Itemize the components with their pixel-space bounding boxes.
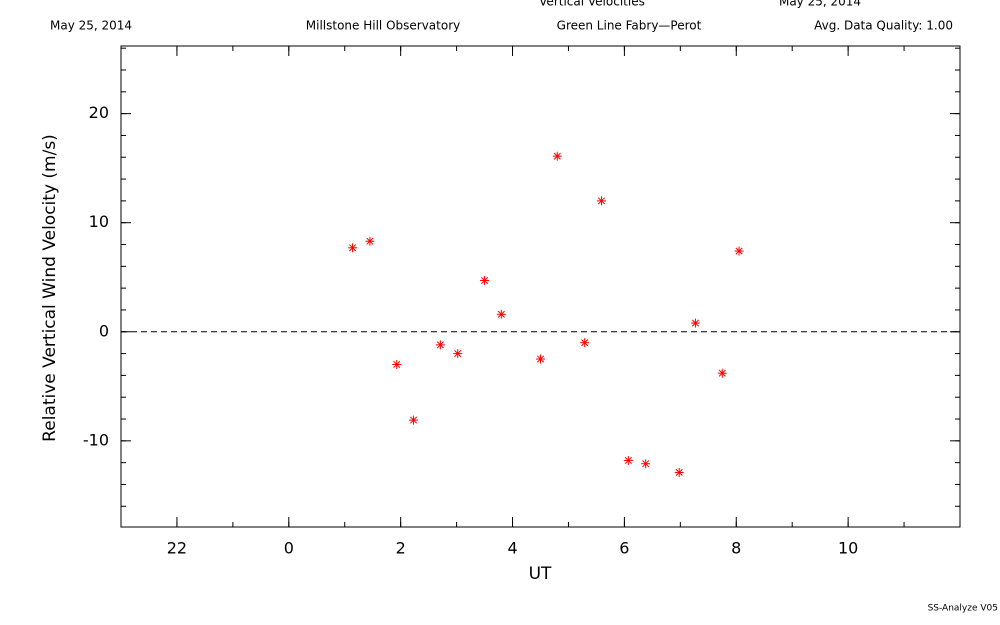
- x-tick-label: 8: [731, 539, 741, 558]
- marker-stroke: [642, 460, 650, 468]
- marker-stroke: [675, 468, 683, 477]
- x-tick-label: 0: [284, 539, 294, 558]
- data-point: [596, 196, 606, 206]
- marker-stroke: [691, 319, 699, 327]
- marker-stroke: [481, 276, 489, 285]
- data-point: [734, 246, 744, 256]
- marker-stroke: [581, 339, 589, 347]
- data-point: [453, 349, 463, 359]
- header-site: Millstone Hill Observatory: [306, 19, 460, 33]
- data-point: [348, 243, 358, 253]
- marker-stroke: [393, 360, 401, 369]
- marker-stroke: [366, 237, 374, 245]
- header-instrument: Green Line Fabry—Perot: [557, 19, 702, 33]
- x-axis-label: UT: [529, 564, 552, 584]
- x-tick-label: 2: [396, 539, 406, 558]
- marker-stroke: [735, 247, 743, 255]
- chart-title: Vertical Velocities: [539, 0, 645, 9]
- data-point: [623, 455, 633, 465]
- data-point: [365, 236, 375, 246]
- marker-stroke: [349, 244, 357, 252]
- data-point: [641, 459, 651, 469]
- data-point: [480, 276, 490, 286]
- data-point: [674, 467, 684, 477]
- data-point: [496, 309, 506, 319]
- data-point: [409, 415, 419, 425]
- data-point: [690, 318, 700, 328]
- marker-stroke: [454, 350, 462, 358]
- marker-stroke: [718, 369, 726, 377]
- marker-stroke: [409, 416, 418, 424]
- marker-stroke: [536, 355, 545, 363]
- y-axis-label: Relative Vertical Wind Velocity (m/s): [40, 134, 60, 442]
- x-tick-label: 6: [619, 539, 629, 558]
- data-point: [552, 151, 562, 161]
- data-point: [435, 340, 445, 350]
- header-quality: Avg. Data Quality: 1.00: [814, 19, 953, 33]
- y-tick-label: 10: [89, 212, 109, 231]
- data-point: [392, 359, 402, 369]
- footer: SS-Analyze V05: [928, 604, 998, 614]
- x-tick-label: 10: [838, 539, 858, 558]
- plot-frame: [120, 45, 961, 528]
- y-tick-label: 0: [99, 321, 109, 340]
- data-point: [580, 338, 590, 348]
- marker-stroke: [624, 456, 632, 465]
- title-date: May 25, 2014: [779, 0, 861, 9]
- y-tick-label: 20: [89, 103, 109, 122]
- marker-stroke: [553, 152, 561, 160]
- marker-stroke: [597, 197, 606, 205]
- y-tick-label: -10: [83, 430, 109, 449]
- x-tick-label: 4: [507, 539, 517, 558]
- marker-stroke: [436, 341, 444, 349]
- x-tick-label: 22: [167, 539, 187, 558]
- data-point: [536, 354, 545, 364]
- header-date: May 25, 2014: [50, 19, 132, 33]
- marker-stroke: [497, 310, 505, 318]
- data-point: [717, 368, 727, 378]
